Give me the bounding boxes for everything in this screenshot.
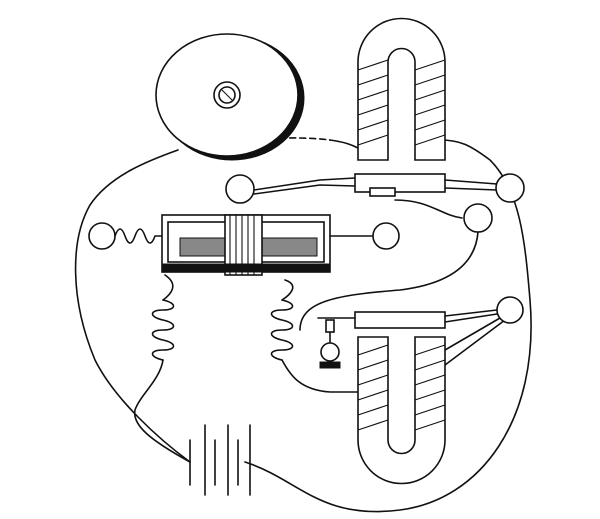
circuit-wire-part	[244, 139, 532, 513]
circuit-wire-part	[281, 279, 294, 301]
top-armature-part	[253, 177, 356, 191]
circuit-wire-part	[133, 359, 191, 463]
battery	[189, 424, 251, 496]
top-electromagnet-part	[357, 17, 446, 161]
circuit-wire-part	[281, 359, 361, 393]
top-armature-part	[369, 187, 396, 197]
spring-coils	[151, 299, 294, 361]
top-armature-part	[444, 179, 498, 191]
disc	[155, 33, 305, 161]
bottom-electromagnet	[357, 336, 446, 485]
bottom-electromagnet-part	[357, 336, 446, 485]
circuit-wire-part	[444, 319, 506, 366]
bottom-armature-part	[317, 309, 498, 323]
circuit-wire-part	[444, 317, 501, 351]
coherer-part	[179, 237, 226, 257]
coherer-part	[372, 222, 400, 250]
top-armature-part	[225, 174, 255, 204]
coherer-part	[161, 263, 331, 273]
circuit-wire-part	[329, 139, 359, 149]
coherer	[88, 214, 400, 276]
top-armature-part	[495, 173, 525, 203]
circuit-wire-part	[162, 274, 174, 301]
top-electromagnet	[357, 17, 446, 161]
top-armature-part	[253, 184, 356, 195]
spring-coils-part	[270, 299, 294, 361]
bottom-electromagnet-part	[357, 344, 389, 431]
disc-part	[221, 89, 233, 101]
circuit-wire-part	[299, 231, 479, 331]
bottom-armature-part	[319, 361, 341, 369]
top-armature	[225, 173, 525, 233]
top-electromagnet-part	[414, 59, 446, 146]
coherer-part	[261, 237, 318, 257]
circuit-wire-part	[394, 199, 463, 219]
bottom-electromagnet-part	[414, 344, 446, 431]
spring-coils-part	[151, 299, 175, 361]
top-armature-part	[354, 173, 446, 193]
coherer-part	[229, 215, 255, 275]
bottom-armature-part	[320, 342, 340, 362]
top-armature-part	[463, 203, 493, 233]
top-electromagnet-part	[357, 59, 389, 146]
bottom-armature	[317, 296, 524, 369]
coherer-part	[114, 228, 163, 244]
bottom-armature-part	[354, 311, 446, 329]
circuit-wire	[74, 137, 532, 513]
bottom-armature-part	[496, 296, 524, 324]
bottom-armature-part	[325, 319, 335, 333]
circuit-wire-part	[74, 149, 191, 463]
coherer-part	[88, 222, 116, 250]
